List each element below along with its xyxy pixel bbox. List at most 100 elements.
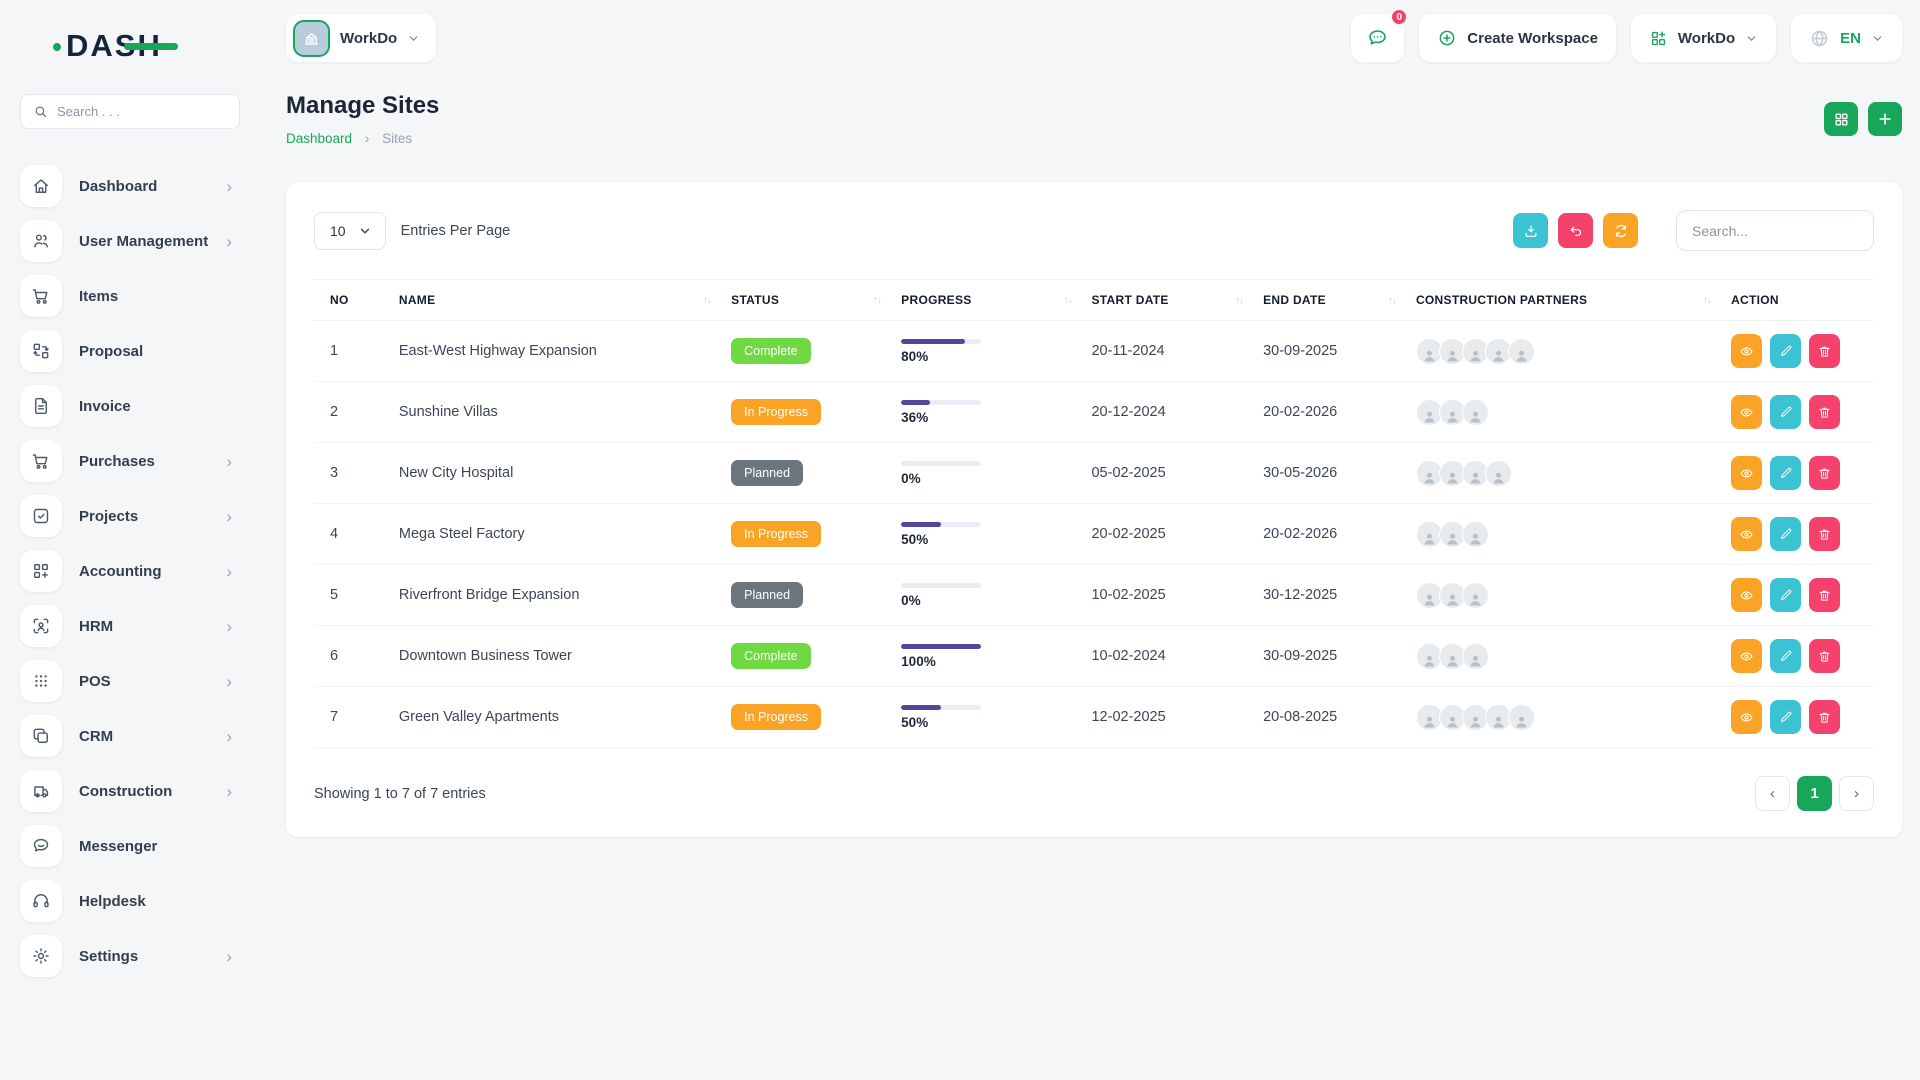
column-header-status[interactable]: STATUS ↑↓ [721,279,892,321]
workspace-dropdown-label: WorkDo [1677,29,1736,47]
cell-no: 1 [314,320,389,382]
cell-no: 4 [314,503,389,565]
partner-avatar [1438,459,1466,487]
view-button[interactable] [1731,700,1763,734]
app-logo[interactable]: DASH [53,28,178,64]
pencil-icon [1779,649,1793,663]
edit-button[interactable] [1770,639,1802,673]
workspace-switcher[interactable]: WorkDo [286,14,437,62]
person-icon [1421,530,1438,547]
view-button[interactable] [1731,578,1763,612]
person-icon [1444,591,1461,608]
sidebar-item-hrm[interactable]: HRM › [20,605,240,647]
sidebar-item-user-management[interactable]: User Management › [20,220,240,262]
sidebar-item-accounting[interactable]: Accounting › [20,550,240,592]
sidebar-item-invoice[interactable]: Invoice [20,385,240,427]
sort-icon: ↑↓ [1235,294,1244,306]
edit-button[interactable] [1770,456,1802,490]
undo-button[interactable] [1558,213,1593,248]
partner-avatar [1461,642,1489,670]
delete-button[interactable] [1809,395,1841,429]
delete-button[interactable] [1809,334,1841,368]
cell-action [1721,442,1874,504]
column-header-start-date[interactable]: START DATE ↑↓ [1081,279,1254,321]
view-button[interactable] [1731,517,1763,551]
view-button[interactable] [1731,639,1763,673]
chevron-down-icon [1745,32,1758,45]
column-header-end-date[interactable]: END DATE ↑↓ [1253,279,1406,321]
eye-icon [1739,405,1754,420]
column-header-progress[interactable]: PROGRESS ↑↓ [891,279,1082,321]
export-button[interactable] [1513,213,1548,248]
view-button[interactable] [1731,456,1763,490]
delete-button[interactable] [1809,700,1841,734]
delete-button[interactable] [1809,456,1841,490]
person-icon [1444,408,1461,425]
sidebar-item-proposal[interactable]: Proposal [20,330,240,372]
add-site-button[interactable] [1868,102,1902,136]
edit-button[interactable] [1770,395,1802,429]
sidebar-item-label: HRM [79,617,114,635]
sidebar-search [20,94,240,129]
messages-button[interactable]: 0 [1351,8,1409,62]
sidebar-item-purchases[interactable]: Purchases › [20,440,240,482]
progress-value: 50% [901,531,929,547]
sidebar-item-label: Accounting [79,562,162,580]
sidebar-item-crm[interactable]: CRM › [20,715,240,757]
sidebar-item-settings[interactable]: Settings › [20,935,240,977]
sidebar-item-construction[interactable]: Construction › [20,770,240,812]
pagination-prev-button[interactable]: ‹ [1755,776,1790,811]
pagination-page-1-button[interactable]: 1 [1797,776,1832,811]
sidebar-item-pos[interactable]: POS › [20,660,240,702]
chevron-right-icon: › [226,781,232,801]
pagination-next-button[interactable]: › [1839,776,1874,811]
breadcrumb-dashboard-link[interactable]: Dashboard [286,131,353,146]
column-header-construction-partners[interactable]: CONSTRUCTION PARTNERS ↑↓ [1405,279,1722,321]
trash-icon [1817,344,1832,359]
edit-button[interactable] [1770,517,1802,551]
sidebar-item-messenger[interactable]: Messenger [20,825,240,867]
table-search-input[interactable] [1676,210,1874,251]
download-icon [1523,223,1539,239]
grid-icon [1833,111,1850,128]
home-icon [31,176,51,196]
gear-icon [31,946,51,966]
edit-button[interactable] [1770,334,1802,368]
delete-button[interactable] [1809,578,1841,612]
progress-bar [901,582,982,588]
sidebar-item-label: Invoice [79,397,131,415]
sidebar-item-projects[interactable]: Projects › [20,495,240,537]
sidebar-search-input[interactable] [57,104,227,119]
cell-status: Planned [721,442,892,504]
cell-status: Complete [721,625,892,687]
cell-name: East-West Highway Expansion [388,320,722,382]
view-button[interactable] [1731,395,1763,429]
view-button[interactable] [1731,334,1763,368]
person-icon [1467,530,1484,547]
edit-button[interactable] [1770,700,1802,734]
progress-value: 80% [901,348,929,364]
workspace-dropdown[interactable]: WorkDo [1630,14,1777,62]
progress-value: 50% [901,714,929,730]
create-workspace-button[interactable]: Create Workspace [1419,14,1616,62]
breadcrumb-separator: › [364,131,370,146]
edit-button[interactable] [1770,578,1802,612]
cell-start-date: 10-02-2025 [1081,564,1254,626]
language-selector[interactable]: EN [1791,14,1902,62]
delete-button[interactable] [1809,639,1841,673]
grid-view-button[interactable] [1824,102,1858,136]
sidebar-item-helpdesk[interactable]: Helpdesk [20,880,240,922]
chevron-down-icon [407,32,420,45]
sidebar-item-items[interactable]: Items [20,275,240,317]
sidebar-item-dashboard[interactable]: Dashboard › [20,165,240,207]
refresh-button[interactable] [1603,213,1638,248]
sidebar-item-label: POS [79,672,111,690]
person-icon [1421,591,1438,608]
column-header-name[interactable]: NAME ↑↓ [388,279,722,321]
chevron-right-icon: › [226,616,232,636]
cell-status: In Progress [721,503,892,565]
delete-button[interactable] [1809,517,1841,551]
entries-per-page-select[interactable]: 10 [314,211,386,250]
table-header-row: NO NAME ↑↓ STATUS ↑↓ PROGRESS ↑↓ START DATE ↑↓ EN… [314,279,1874,321]
